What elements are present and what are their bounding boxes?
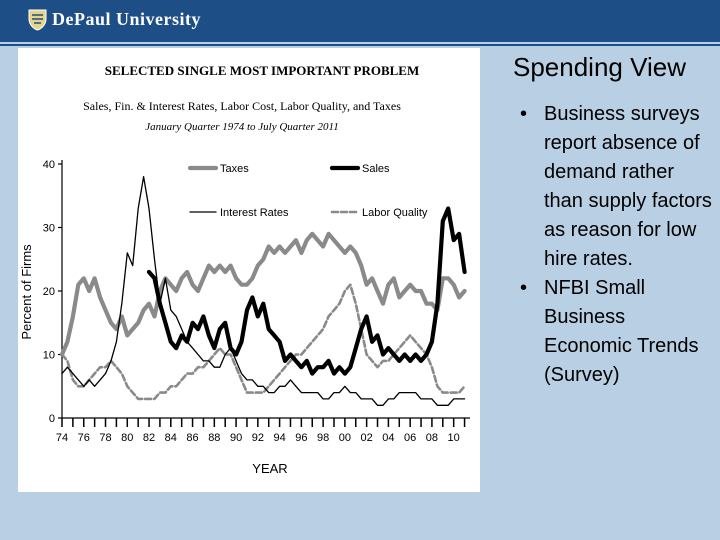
y-tick-label: 10 [43,350,55,362]
x-tick-label: 02 [361,432,373,444]
legend-label-interest-rates: Interest Rates [220,207,289,219]
chart-subtitle-2: January Quarter 1974 to July Quarter 201… [145,121,339,133]
x-tick-label: 88 [208,432,220,444]
bullet-dot-icon: • [520,277,528,299]
header-rule [0,44,720,46]
x-tick-label: 94 [273,432,285,444]
legend-label-sales: Sales [362,163,390,175]
y-tick-label: 0 [49,413,55,425]
y-tick-label: 20 [43,286,55,298]
x-tick-label: 78 [99,432,111,444]
x-tick-label: 00 [339,432,351,444]
x-tick-label: 06 [404,432,416,444]
x-tick-label: 98 [317,432,329,444]
bullet-item: • NFBI Small Business Economic Trends (Su… [520,274,716,390]
brand-name[interactable]: DePaul University [52,9,201,29]
header-bar: DePaul University [0,0,720,42]
shield-icon [28,9,47,31]
chart-title: SELECTED SINGLE MOST IMPORTANT PROBLEM [105,63,420,78]
x-tick-label: 86 [186,432,198,444]
x-tick-label: 92 [252,432,264,444]
series-layer [59,176,467,406]
x-tick-label: 90 [230,432,242,444]
slide-title: Spending View [513,52,686,82]
x-tick-label: 96 [295,432,307,444]
series-interest-rates [61,176,466,406]
x-axis-label: YEAR [252,461,287,476]
bullet-item: • Business surveys report absence of dema… [520,100,716,274]
bullet-dot-icon: • [520,103,528,125]
left-stripe [0,46,18,540]
x-tick-label: 82 [143,432,155,444]
series-labor-quality [60,283,466,401]
x-tick-label: 74 [56,432,68,444]
y-tick-label: 40 [43,159,55,171]
legend-label-labor-quality: Labor Quality [362,207,428,219]
axes: 0 10 20 30 40 74 76 78 80 82 84 86 88 90 92 94 96 98 00 02 0… [43,159,470,444]
series-sales [146,206,467,376]
chart-subtitle: Sales, Fin. & Interest Rates, Labor Cost… [83,99,401,113]
x-tick-label: 76 [78,432,90,444]
bullet-text: Business surveys report absence of deman… [544,103,712,270]
x-tick-label: 80 [121,432,133,444]
x-tick-label: 08 [426,432,438,444]
x-tick-label: 84 [165,432,177,444]
bullet-list: • Business surveys report absence of dema… [520,100,716,390]
chart-panel: SELECTED SINGLE MOST IMPORTANT PROBLEM S… [18,48,480,492]
y-axis-label: Percent of Firms [19,244,34,340]
legend: Taxes Sales Interest Rates Labor Quality [187,163,428,219]
bullet-text: NFBI Small Business Economic Trends (Sur… [544,277,699,386]
x-tick-label: 10 [448,432,460,444]
legend-label-taxes: Taxes [220,163,249,175]
line-chart: SELECTED SINGLE MOST IMPORTANT PROBLEM S… [19,63,470,476]
x-tick-label: 04 [382,432,394,444]
series-taxes [59,231,467,357]
y-tick-label: 30 [43,223,55,235]
